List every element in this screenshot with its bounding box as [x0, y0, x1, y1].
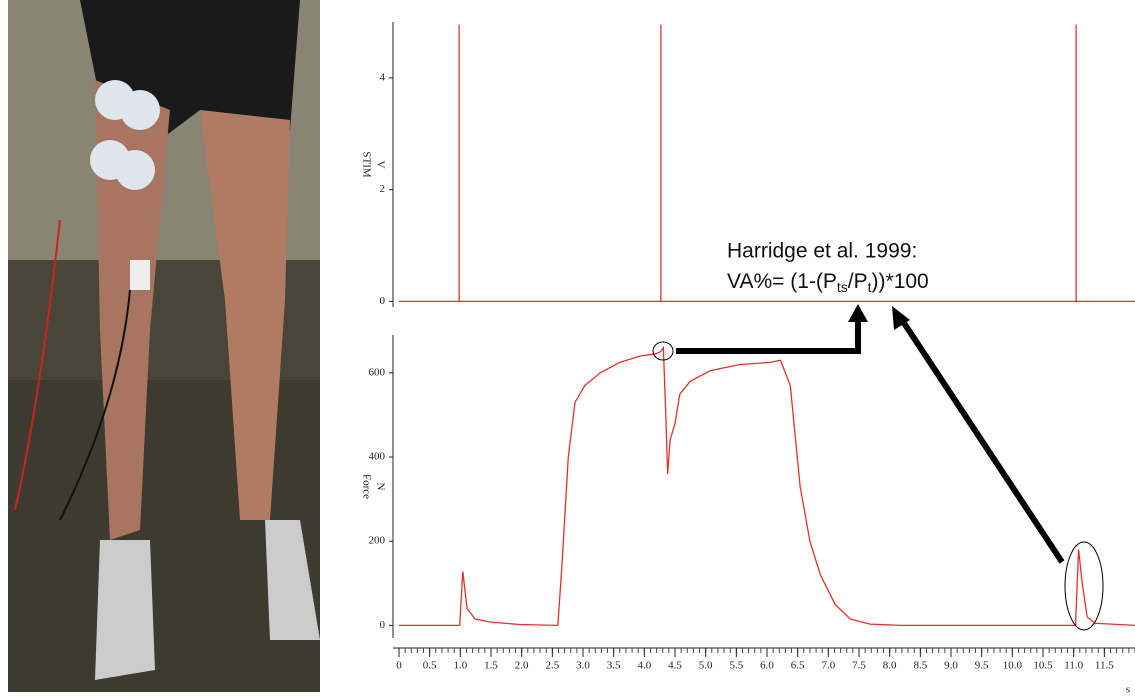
x-tick-label: 4.0 — [637, 660, 651, 672]
annotations — [652, 304, 1104, 631]
x-tick-label: 2.0 — [515, 660, 529, 672]
x-tick-label: 8.5 — [913, 660, 927, 672]
annotation-formula: VA%= (1-(Pts/Pt))*100 — [727, 270, 929, 295]
formula-part: t — [868, 279, 872, 295]
x-tick-label: 6.5 — [791, 660, 805, 672]
y-tick-label: 200 — [369, 535, 386, 547]
x-tick-label: 7.0 — [821, 660, 835, 672]
x-tick-label: 7.5 — [852, 660, 866, 672]
y-axis-title: STIM — [360, 151, 372, 178]
x-axis-title: s — [1126, 684, 1130, 696]
formula-part: /P — [848, 270, 868, 293]
x-tick-label: 4.5 — [668, 660, 682, 672]
annotation-title: Harridge et al. 1999: — [727, 240, 917, 263]
y-tick-label: 600 — [369, 366, 386, 378]
x-tick-label: 0.5 — [423, 660, 437, 672]
x-tick-label: 1.5 — [484, 660, 498, 672]
formula-part: ts — [837, 279, 848, 295]
x-tick-label: 10.0 — [1003, 660, 1023, 672]
y-tick-label: 0 — [380, 619, 386, 631]
y-axis-unit: V — [374, 161, 386, 169]
x-tick-label: 3.5 — [607, 660, 621, 672]
x-tick-label: 8.0 — [883, 660, 897, 672]
y-tick-label: 2 — [380, 183, 386, 195]
x-tick-label: 2.5 — [545, 660, 559, 672]
x-tick-label: 9.5 — [975, 660, 989, 672]
x-tick-label: 1.0 — [453, 660, 467, 672]
x-tick-label: 5.5 — [729, 660, 743, 672]
data-line — [399, 345, 1135, 627]
y-tick-label: 400 — [369, 451, 386, 463]
x-tick-label: 5.0 — [699, 660, 713, 672]
formula-part: ))*100 — [872, 270, 929, 293]
x-tick-label: 10.5 — [1033, 660, 1053, 672]
data-line — [399, 24, 1135, 303]
x-tick-label: 3.0 — [576, 660, 590, 672]
x-tick-label: 11.0 — [1064, 660, 1083, 672]
x-tick-label: 9.0 — [944, 660, 958, 672]
y-axis-title: Force — [360, 474, 372, 499]
photo — [8, 0, 320, 692]
y-tick-label: 4 — [380, 71, 386, 83]
x-tick-label: 11.5 — [1095, 660, 1114, 672]
formula-part: VA%= (1-(P — [727, 270, 837, 293]
y-axis-unit: N — [374, 483, 386, 491]
y-tick-label: 0 — [380, 295, 386, 307]
x-tick-label: 6.0 — [760, 660, 774, 672]
x-tick-label: 0 — [396, 660, 402, 672]
